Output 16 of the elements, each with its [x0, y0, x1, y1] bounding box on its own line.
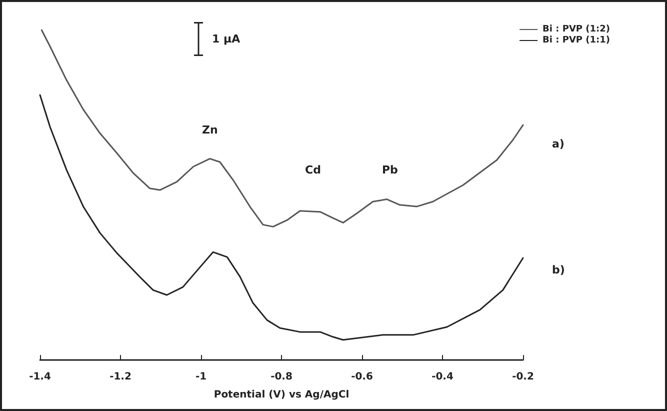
- legend-label: Bi : PVP (1:1): [542, 36, 610, 46]
- x-tick-label: -0.6: [351, 372, 373, 382]
- x-tick-label: -1: [195, 372, 207, 382]
- x-tick-label: -0.4: [432, 372, 454, 382]
- annotation: Pb: [382, 164, 398, 176]
- x-tick-label: -0.8: [270, 372, 292, 382]
- text: b): [552, 264, 565, 276]
- x-tick-label: -1.4: [29, 372, 51, 382]
- annotation: Cd: [305, 164, 321, 176]
- annotation: Zn: [202, 124, 218, 136]
- x-axis-title: Potential (V) vs Ag/AgCl: [214, 390, 350, 400]
- annotation: 1 μA: [212, 32, 241, 46]
- legend-label: Bi : PVP (1:2): [542, 24, 610, 34]
- x-tick-label: -0.2: [512, 372, 534, 382]
- x-tick-label: -1.2: [110, 372, 132, 382]
- text: a): [552, 138, 564, 150]
